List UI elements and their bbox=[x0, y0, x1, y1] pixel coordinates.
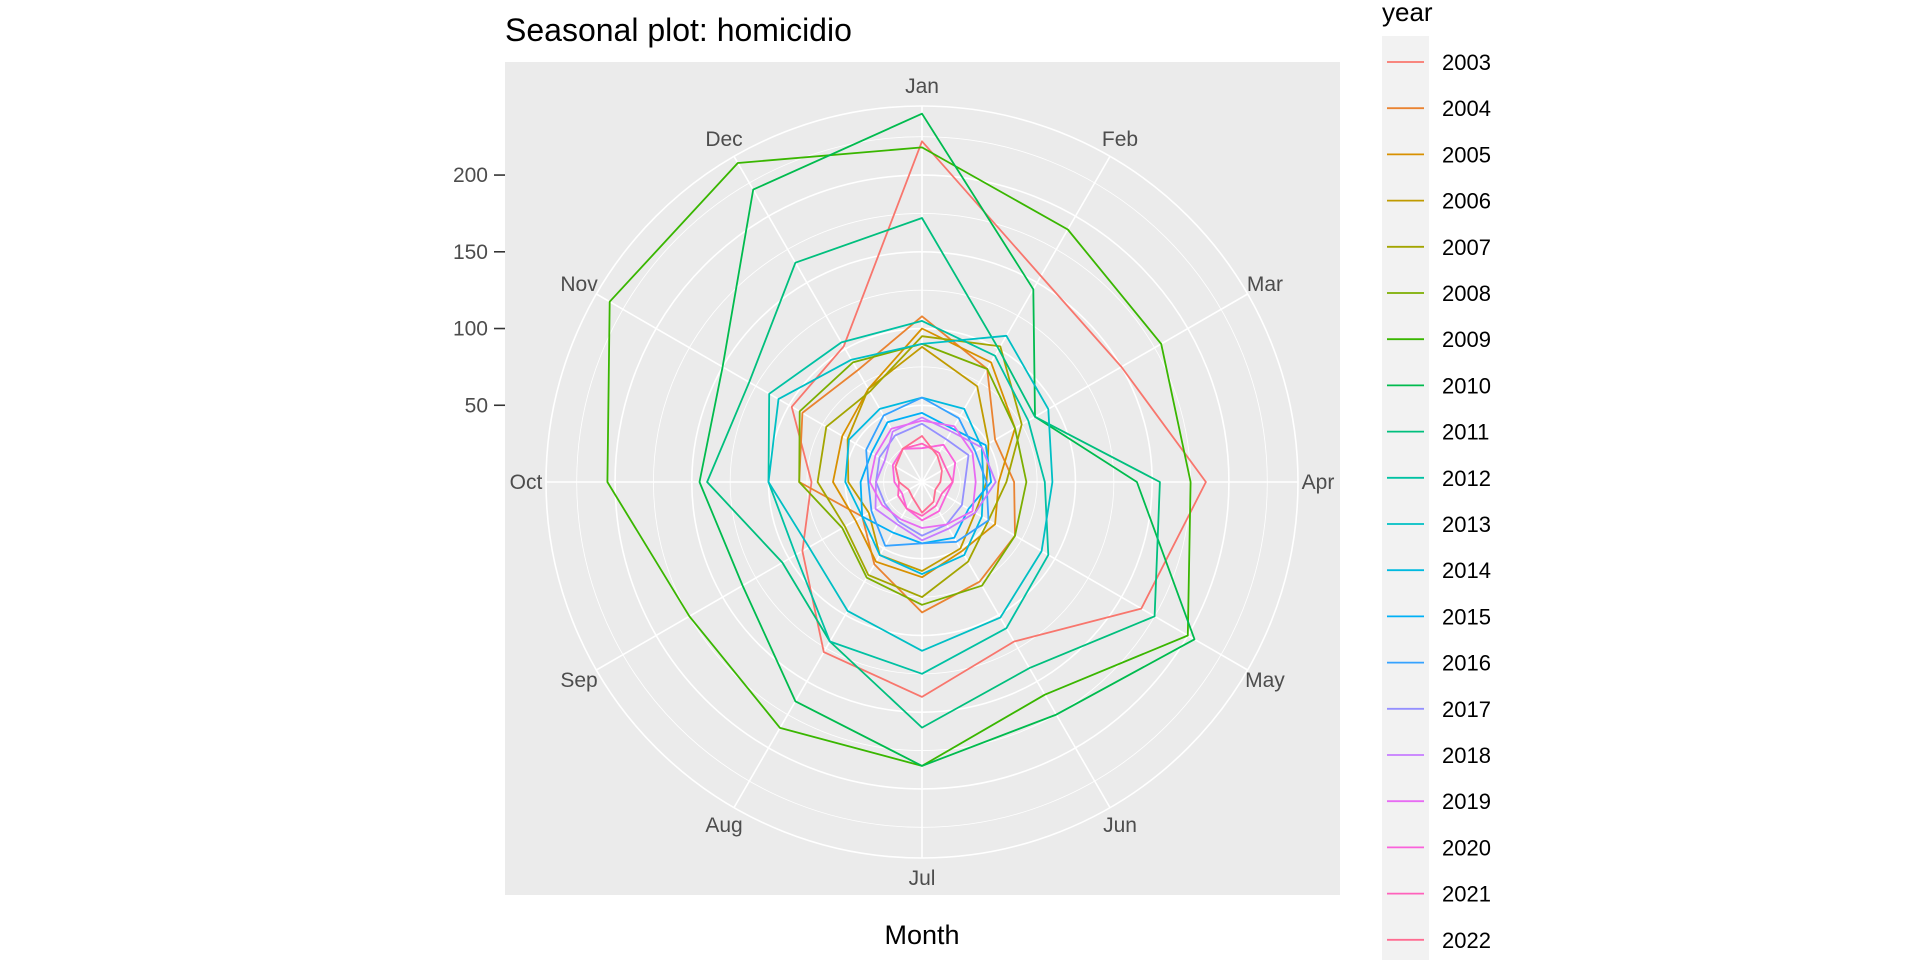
legend-label-2018: 2018 bbox=[1442, 743, 1491, 768]
legend-label-2004: 2004 bbox=[1442, 96, 1491, 121]
spoke-jun bbox=[921, 481, 1111, 809]
legend-label-2017: 2017 bbox=[1442, 697, 1491, 722]
month-label-feb: Feb bbox=[1102, 128, 1138, 151]
series-line-2008 bbox=[798, 342, 1028, 606]
series-line-2022 bbox=[894, 435, 943, 514]
spoke-feb bbox=[921, 155, 1111, 483]
series-line-2011 bbox=[706, 217, 1161, 729]
spoke-nov bbox=[595, 293, 923, 483]
spoke-dec bbox=[733, 155, 923, 483]
legend-label-2020: 2020 bbox=[1442, 835, 1491, 860]
month-label-jun: Jun bbox=[1103, 814, 1137, 837]
month-axis-labels: Jan Feb Mar Apr May Jun Jul Aug Sep Oct Nov Dec bbox=[510, 75, 1335, 890]
month-label-may: May bbox=[1245, 669, 1285, 692]
series-line-2006 bbox=[846, 345, 990, 572]
month-label-jan: Jan bbox=[905, 75, 939, 98]
month-label-aug: Aug bbox=[705, 814, 742, 837]
month-label-jul: Jul bbox=[909, 867, 936, 890]
series-line-2020 bbox=[891, 443, 957, 522]
series-line-2017 bbox=[875, 422, 970, 537]
y-tick-label-100: 100 bbox=[453, 318, 488, 341]
legend-label-2003: 2003 bbox=[1442, 50, 1491, 75]
y-tick-label-200: 200 bbox=[453, 164, 488, 187]
month-label-nov: Nov bbox=[560, 273, 598, 296]
legend-label-2012: 2012 bbox=[1442, 466, 1491, 491]
series-line-2019 bbox=[868, 419, 977, 529]
legend-label-2007: 2007 bbox=[1442, 235, 1491, 260]
month-label-mar: Mar bbox=[1247, 273, 1283, 296]
legend-label-2011: 2011 bbox=[1442, 420, 1489, 445]
series-line-2003 bbox=[790, 140, 1207, 698]
legend: year 2003 2004 2005 2006 2007 2008 2009 2010 201… bbox=[1382, 0, 1491, 960]
series-line-2018 bbox=[874, 416, 997, 542]
series-line-2016 bbox=[865, 396, 990, 547]
y-tick-label-150: 150 bbox=[453, 241, 488, 264]
legend-title: year bbox=[1382, 0, 1433, 27]
legend-label-2015: 2015 bbox=[1442, 604, 1491, 629]
y-axis: 50 100 150 200 bbox=[453, 164, 505, 417]
series-line-2004 bbox=[798, 315, 1016, 614]
legend-label-2019: 2019 bbox=[1442, 789, 1491, 814]
legend-key-background bbox=[1382, 36, 1429, 960]
spoke-aug bbox=[733, 481, 923, 809]
x-axis-label: Month bbox=[884, 920, 959, 950]
series-line-2007 bbox=[816, 335, 1023, 598]
legend-label-2006: 2006 bbox=[1442, 189, 1491, 214]
spoke-sep bbox=[595, 481, 923, 671]
month-label-oct: Oct bbox=[510, 471, 543, 494]
legend-label-2008: 2008 bbox=[1442, 281, 1491, 306]
series-lines bbox=[606, 112, 1207, 767]
month-label-apr: Apr bbox=[1302, 471, 1335, 494]
legend-items: 2003 2004 2005 2006 2007 2008 2009 2010 2011 2012… bbox=[1387, 50, 1491, 953]
series-line-2013 bbox=[767, 334, 1054, 652]
legend-label-2014: 2014 bbox=[1442, 558, 1491, 583]
chart-title: Seasonal plot: homicidio bbox=[505, 12, 852, 48]
series-line-2012 bbox=[767, 319, 1050, 675]
legend-label-2021: 2021 bbox=[1442, 882, 1491, 907]
legend-label-2022: 2022 bbox=[1442, 928, 1491, 953]
y-tick-label-50: 50 bbox=[465, 394, 488, 417]
legend-label-2016: 2016 bbox=[1442, 651, 1491, 676]
legend-label-2010: 2010 bbox=[1442, 373, 1491, 398]
month-label-sep: Sep bbox=[560, 669, 597, 692]
month-spokes bbox=[546, 106, 1298, 858]
month-label-dec: Dec bbox=[705, 128, 742, 151]
spoke-mar bbox=[921, 293, 1249, 483]
legend-label-2009: 2009 bbox=[1442, 327, 1491, 352]
legend-label-2005: 2005 bbox=[1442, 142, 1491, 167]
legend-label-2013: 2013 bbox=[1442, 512, 1491, 537]
